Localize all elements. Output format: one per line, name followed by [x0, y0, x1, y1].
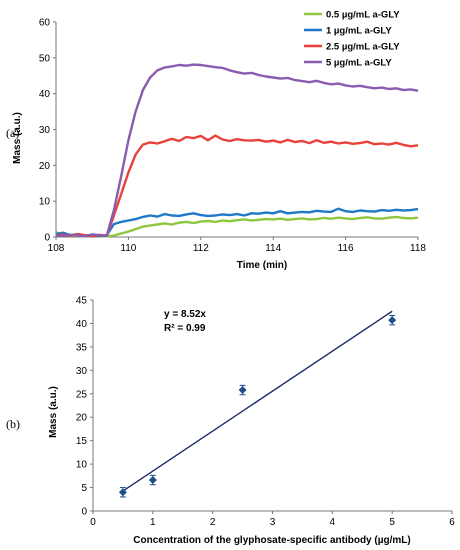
- legend-label-1: 0.5 µg/mL a-GLY: [326, 10, 400, 21]
- series-line-4: [55, 63, 419, 238]
- x-tick-label-a: 110: [120, 243, 136, 254]
- x-tick-label-b: 4: [330, 517, 336, 528]
- x-tick-label-a: 116: [338, 243, 354, 254]
- series-line-3: [55, 134, 419, 238]
- x-tick-label-b: 6: [449, 517, 455, 528]
- axes-a: [53, 21, 419, 240]
- diamond-marker: [118, 488, 127, 497]
- y-tick-label-b: 5: [81, 483, 87, 494]
- tick-labels-a: 108 110 112 114 116 118 0 10 20 30 40 50 60: [39, 18, 427, 255]
- x-axis-label-a: Time (min): [237, 260, 287, 271]
- y-tick-label-b: 20: [76, 413, 88, 424]
- fit-r-squared: R² = 0.99: [164, 323, 206, 334]
- y-tick-label-b: 25: [76, 389, 88, 400]
- diamond-marker: [148, 476, 157, 485]
- y-tick-label-b: 35: [76, 342, 88, 353]
- y-axis-label-b: Mass (a.u.): [48, 386, 59, 438]
- x-tick-label-a: 118: [410, 243, 426, 254]
- y-tick-label-a: 50: [39, 53, 51, 64]
- legend-label-4: 5 µg/mL a-GLY: [326, 58, 392, 69]
- panel-label-a: (a): [6, 126, 19, 140]
- data-point-2: [148, 474, 157, 486]
- diamond-marker: [388, 316, 397, 325]
- x-tick-label-a: 112: [193, 243, 209, 254]
- y-tick-label-b: 45: [76, 296, 88, 307]
- data-point-1: [118, 487, 127, 498]
- diamond-marker: [238, 386, 247, 395]
- y-tick-label-a: 10: [39, 197, 51, 208]
- y-tick-label-a: 60: [39, 18, 51, 29]
- x-tick-label-b: 3: [270, 517, 276, 528]
- x-tick-label-a: 108: [48, 243, 65, 254]
- y-tick-label-a: 20: [39, 161, 51, 172]
- y-tick-label-b: 10: [76, 460, 88, 471]
- y-tick-label-b: 30: [76, 366, 88, 377]
- legend-a: 0.5 µg/mL a-GLY 1 µg/mL a-GLY 2.5 µg/mL a-…: [304, 10, 400, 69]
- panel-label-b: (b): [6, 417, 20, 431]
- y-tick-label-b: 40: [76, 319, 88, 330]
- series-line-2: [55, 207, 419, 238]
- y-tick-label-b: 0: [81, 507, 87, 518]
- trend-line: [122, 310, 393, 492]
- x-tick-label-b: 2: [210, 517, 216, 528]
- y-tick-label-a: 30: [39, 125, 51, 136]
- x-tick-label-b: 0: [90, 517, 96, 528]
- chart-a: (a) Mass (a.u.) Time (min) 108 110 112 114 1…: [6, 10, 426, 272]
- series-line-1: [55, 215, 419, 238]
- axes-b: [90, 299, 453, 514]
- fit-equation: y = 8.52x: [164, 309, 206, 320]
- data-point-3: [238, 384, 247, 396]
- series-a: [55, 63, 419, 238]
- chart-b: (b) Mass (a.u.) Concentration of the gly…: [6, 296, 455, 547]
- legend-label-3: 2.5 µg/mL a-GLY: [326, 42, 400, 53]
- y-tick-label-b: 15: [76, 436, 88, 447]
- y-tick-label-a: 0: [44, 233, 50, 244]
- x-tick-label-a: 114: [265, 243, 281, 254]
- x-axis-label-b: Concentration of the glyphosate-specific…: [133, 535, 410, 546]
- x-tick-label-b: 5: [389, 517, 395, 528]
- x-tick-label-b: 1: [150, 517, 156, 528]
- y-axis-label-a: Mass (a.u.): [12, 112, 23, 164]
- points-b: [118, 314, 397, 498]
- y-tick-label-a: 40: [39, 89, 51, 100]
- fit-line-b: [122, 310, 393, 492]
- legend-label-2: 1 µg/mL a-GLY: [326, 26, 392, 37]
- data-point-4: [388, 314, 397, 326]
